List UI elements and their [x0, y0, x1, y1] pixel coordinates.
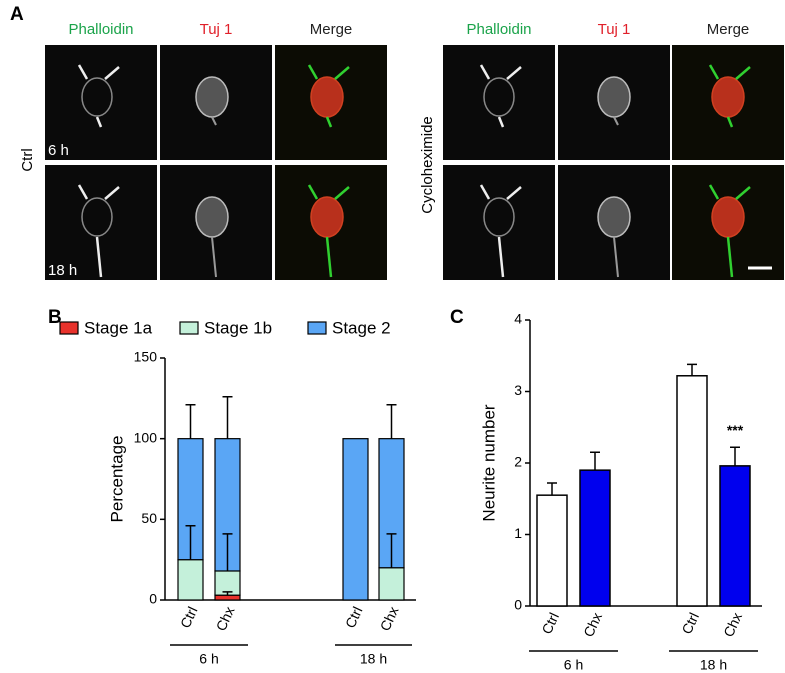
bar [676, 375, 708, 607]
panel-label: C [450, 307, 464, 328]
micrograph [443, 165, 555, 280]
cell-body [597, 196, 631, 238]
neurite [211, 236, 217, 278]
y-tick-label: 100 [134, 429, 158, 445]
cell-outline [483, 197, 515, 237]
cell-body [195, 196, 229, 238]
cell-body [310, 76, 344, 118]
neurite [77, 184, 120, 278]
y-tick-label: 2 [514, 454, 522, 470]
row-label: Ctrl [19, 148, 36, 171]
bar-segment [177, 559, 204, 601]
legend-swatch [59, 321, 79, 335]
y-axis-label: Neurite number [479, 404, 498, 522]
bar-segment [214, 570, 241, 596]
neurite [613, 236, 619, 278]
neurite [307, 184, 350, 278]
neurite [77, 64, 120, 128]
error-bar [590, 451, 600, 471]
time-label: 6 h [48, 142, 69, 159]
y-tick-label: 1 [514, 525, 522, 541]
bar-segment [342, 438, 369, 601]
neurite [307, 64, 350, 128]
error-bar [222, 591, 233, 596]
row-label: Cycloheximide [419, 116, 436, 214]
error-bar [386, 404, 397, 439]
bar-segment [214, 594, 241, 601]
cell-outline [81, 77, 113, 117]
error-bar [185, 525, 196, 560]
column-header: Phalloidin [466, 21, 531, 38]
y-tick-label: 3 [514, 382, 522, 398]
group-label: 6 h [199, 651, 218, 667]
x-tick-label: Ctrl [678, 610, 702, 637]
cell-body [711, 196, 745, 238]
error-bar [687, 363, 697, 376]
y-tick-label: 0 [149, 591, 157, 607]
group-label: 18 h [700, 657, 727, 673]
time-label: 18 h [48, 262, 77, 279]
legend-label: Stage 1b [204, 318, 272, 337]
bar [719, 465, 751, 607]
micrograph [45, 165, 157, 280]
x-tick-label: Chx [580, 610, 605, 639]
group-label: 6 h [564, 657, 583, 673]
neurite [479, 184, 522, 278]
error-bar [547, 482, 557, 496]
y-tick-label: 4 [514, 311, 522, 327]
column-header: Merge [707, 21, 750, 38]
column-header: Tuj 1 [598, 21, 631, 38]
column-header: Phalloidin [68, 21, 133, 38]
cell-body [310, 196, 344, 238]
annotation: *** [727, 422, 744, 438]
bar-segment [378, 567, 405, 601]
column-header: Merge [310, 21, 353, 38]
x-tick-label: Ctrl [342, 604, 366, 631]
micrograph [443, 45, 555, 160]
neurite [708, 64, 751, 128]
cell-outline [81, 197, 113, 237]
neurite [211, 116, 217, 126]
error-bar [185, 404, 196, 439]
micrographs [45, 45, 784, 280]
bar [536, 494, 568, 607]
legend-swatch [179, 321, 199, 335]
y-axis-label: Percentage [107, 436, 126, 523]
neurite [708, 184, 751, 278]
x-tick-label: Chx [377, 604, 402, 633]
error-bar [386, 533, 397, 568]
cell-body [597, 76, 631, 118]
cell-outline [483, 77, 515, 117]
neurite [613, 116, 619, 126]
y-tick-label: 0 [514, 597, 522, 613]
x-tick-label: Chx [720, 610, 745, 639]
x-tick-label: Chx [213, 604, 238, 633]
y-tick-label: 150 [134, 349, 158, 365]
y-tick-label: 50 [141, 510, 157, 526]
legend-label: Stage 2 [332, 318, 391, 337]
cell-body [195, 76, 229, 118]
micrograph [45, 45, 157, 160]
error-bar [730, 446, 740, 466]
neurite [479, 64, 522, 128]
bar [579, 469, 611, 607]
legend-swatch [307, 321, 327, 335]
legend-label: Stage 1a [84, 318, 153, 337]
panel-label: A [10, 4, 24, 25]
group-label: 18 h [360, 651, 387, 667]
error-bar [222, 533, 233, 571]
panel-label: B [48, 307, 62, 328]
cell-body [711, 76, 745, 118]
x-tick-label: Ctrl [177, 604, 201, 631]
error-bar [222, 395, 233, 439]
x-tick-label: Ctrl [538, 610, 562, 637]
column-header: Tuj 1 [200, 21, 233, 38]
